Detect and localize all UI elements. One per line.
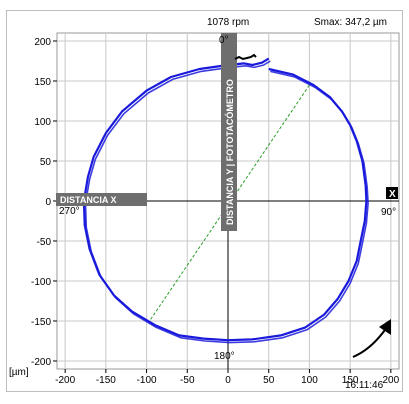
unit-label: [µm] [9, 367, 29, 378]
x-tick-label: -200 [55, 375, 75, 386]
axis-y-tag-label: DISTANCIA Y | FOTOTACÓMETRO [224, 79, 235, 225]
orbit-plot-panel: -200 -150 -100 -50 0 50 100 150 200 200 150 100 50 0 -… [6, 10, 403, 392]
y-tick-label: 150 [34, 77, 51, 88]
y-tick-label: 0 [45, 197, 51, 208]
axis-x-tag: DISTANCIA X [56, 193, 147, 206]
axis-y-tag: DISTANCIA Y | FOTOTACÓMETRO [221, 33, 237, 231]
orbit-trace-secondary [84, 60, 369, 344]
x-tick-label: 100 [301, 375, 318, 386]
x-tick-label: 0 [225, 375, 231, 386]
x-axis-marker: X [386, 187, 398, 200]
sensor-trace-mark [234, 53, 257, 61]
x-tick-label: 200 [383, 375, 400, 386]
rpm-readout: 1078 rpm [207, 17, 249, 28]
x-axis-marker-label: X [389, 189, 396, 200]
angle-180-label: 180° [214, 351, 235, 362]
x-tick-label: 150 [342, 375, 359, 386]
y-tick-label: -150 [31, 317, 51, 328]
rotation-direction-arrow [352, 319, 391, 358]
x-tick-label: 50 [263, 375, 275, 386]
x-tick-label: -150 [96, 375, 116, 386]
angle-270-label: 270° [59, 206, 80, 217]
smax-readout: Smax: 347,2 µm [314, 17, 387, 28]
y-tick-label: -200 [31, 357, 51, 368]
x-tick-label: -50 [180, 375, 195, 386]
orbit-chart: -200 -150 -100 -50 0 50 100 150 200 200 150 100 50 0 -… [9, 17, 400, 391]
y-tick-label: -50 [37, 237, 52, 248]
angle-90-label: 90° [381, 207, 396, 218]
angle-0-label: 0° [219, 35, 229, 46]
x-tick-label: -100 [137, 375, 157, 386]
y-tick-label: -100 [31, 277, 51, 288]
axis-x-tag-label: DISTANCIA X [60, 195, 117, 205]
orbit-trace [82, 57, 368, 342]
y-tick-label: 100 [34, 117, 51, 128]
y-tick-label: 50 [40, 157, 52, 168]
y-tick-label: 200 [34, 37, 51, 48]
time-label: 16:11:46 [345, 380, 384, 391]
